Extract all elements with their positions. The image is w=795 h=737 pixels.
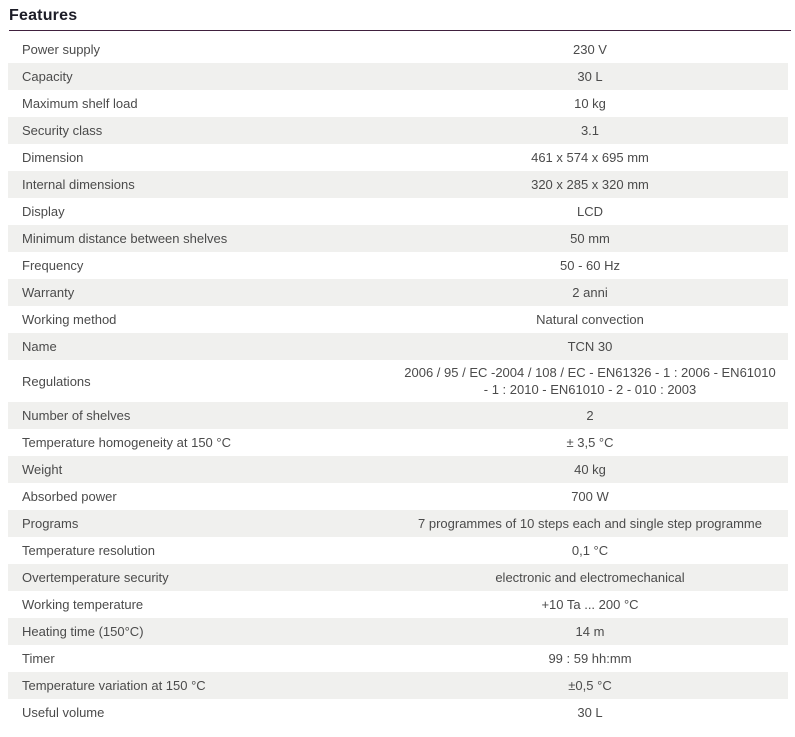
feature-label: Name [22, 339, 57, 354]
feature-label: Absorbed power [22, 489, 117, 504]
table-row: Number of shelves 2 [8, 402, 788, 429]
section-header: Features [8, 4, 791, 31]
feature-value: +10 Ta ... 200 °C [541, 597, 639, 612]
feature-label: Capacity [22, 69, 73, 84]
header-rule [9, 30, 791, 31]
table-row: Working temperature +10 Ta ... 200 °C [8, 591, 788, 618]
table-row: Temperature variation at 150 °C ±0,5 °C [8, 672, 788, 699]
table-row: Overtemperature security electronic and … [8, 564, 788, 591]
table-row: Display LCD [8, 198, 788, 225]
feature-value: electronic and electromechanical [495, 570, 685, 585]
feature-label: Weight [22, 462, 63, 477]
table-row: Security class 3.1 [8, 117, 788, 144]
feature-value: 2 anni [572, 285, 608, 300]
feature-value: 30 L [577, 705, 603, 720]
feature-value: 14 m [575, 624, 605, 639]
feature-label: Regulations [22, 373, 91, 389]
feature-value: 30 L [577, 69, 603, 84]
feature-label: Temperature homogeneity at 150 °C [22, 435, 231, 450]
feature-label: Internal dimensions [22, 177, 135, 192]
table-row: Absorbed power 700 W [8, 483, 788, 510]
feature-value: 2 [586, 408, 594, 423]
feature-value: 99 : 59 hh:mm [548, 651, 632, 666]
feature-value: 230 V [573, 42, 607, 57]
feature-value: 50 - 60 Hz [560, 258, 620, 273]
table-row: Regulations 2006 / 95 / EC -2004 / 108 /… [8, 360, 788, 402]
feature-label: Minimum distance between shelves [22, 231, 228, 246]
feature-label: Working method [22, 312, 117, 327]
feature-label: Heating time (150°C) [22, 624, 144, 639]
feature-value: 2006 / 95 / EC -2004 / 108 / EC - EN6132… [404, 365, 776, 397]
table-row: Frequency 50 - 60 Hz [8, 252, 788, 279]
table-row: Warranty 2 anni [8, 279, 788, 306]
feature-value: 700 W [571, 489, 609, 504]
table-row: Dimension 461 x 574 x 695 mm [8, 144, 788, 171]
feature-value: 40 kg [574, 462, 606, 477]
table-row: Internal dimensions 320 x 285 x 320 mm [8, 171, 788, 198]
feature-label: Security class [22, 123, 103, 138]
table-row: Weight 40 kg [8, 456, 788, 483]
table-row: Temperature homogeneity at 150 °C ± 3,5 … [8, 429, 788, 456]
feature-value: 320 x 285 x 320 mm [531, 177, 649, 192]
table-row: Useful volume 30 L [8, 699, 788, 726]
table-row: Capacity 30 L [8, 63, 788, 90]
feature-value: ± 3,5 °C [566, 435, 614, 450]
feature-label: Number of shelves [22, 408, 131, 423]
table-row: Minimum distance between shelves 50 mm [8, 225, 788, 252]
feature-value: 7 programmes of 10 steps each and single… [418, 516, 762, 531]
feature-label: Display [22, 204, 65, 219]
feature-value: ±0,5 °C [568, 678, 612, 693]
feature-label: Useful volume [22, 705, 105, 720]
feature-label: Working temperature [22, 597, 144, 612]
table-row: Programs 7 programmes of 10 steps each a… [8, 510, 788, 537]
feature-value: TCN 30 [567, 339, 613, 354]
feature-label: Frequency [22, 258, 84, 273]
feature-value: 3.1 [580, 123, 600, 138]
table-row: Power supply 230 V [8, 36, 788, 63]
feature-label: Power supply [22, 42, 101, 57]
feature-value: Natural convection [536, 312, 644, 327]
feature-label: Dimension [22, 150, 84, 165]
page-title: Features [9, 7, 78, 24]
feature-label: Temperature variation at 150 °C [22, 678, 206, 693]
feature-label: Warranty [22, 285, 75, 300]
table-row: Name TCN 30 [8, 333, 788, 360]
table-row: Heating time (150°C) 14 m [8, 618, 788, 645]
table-row: Working method Natural convection [8, 306, 788, 333]
feature-value: 50 mm [570, 231, 610, 246]
table-row: Temperature resolution 0,1 °C [8, 537, 788, 564]
feature-value: LCD [576, 204, 603, 219]
feature-label: Maximum shelf load [22, 96, 138, 111]
table-row: Timer 99 : 59 hh:mm [8, 645, 788, 672]
feature-label: Overtemperature security [22, 570, 169, 585]
feature-label: Timer [22, 651, 55, 666]
feature-value: 461 x 574 x 695 mm [531, 150, 649, 165]
feature-label: Programs [22, 516, 79, 531]
feature-label: Temperature resolution [22, 543, 155, 558]
feature-value: 10 kg [574, 96, 606, 111]
features-table: Power supply 230 V Capacity 30 L Maximum… [8, 36, 788, 726]
feature-value: 0,1 °C [571, 543, 609, 558]
table-row: Maximum shelf load 10 kg [8, 90, 788, 117]
